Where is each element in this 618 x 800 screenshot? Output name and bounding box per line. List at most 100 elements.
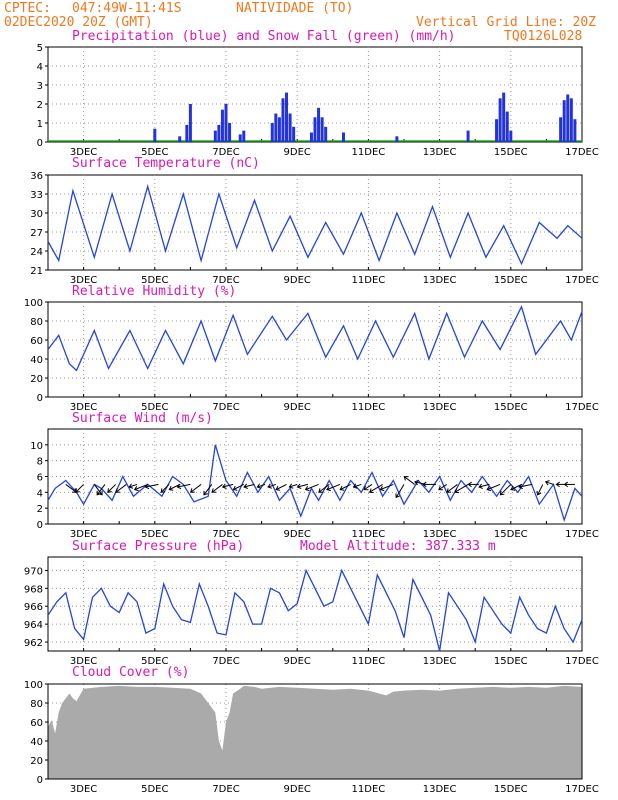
precip-bar bbox=[505, 111, 509, 142]
temp-xtick-label: 11DEC bbox=[352, 275, 386, 286]
cloud-panel: 0 20 40 60 80 100 3DEC 5DEC 7DEC 9DEC 11DEC 13DEC 15… bbox=[24, 680, 599, 795]
pressure-altitude: Model Altitude: 387.333 m bbox=[300, 539, 496, 554]
wind-arrow bbox=[545, 481, 554, 485]
precip-bar bbox=[395, 136, 399, 142]
precip-bar bbox=[569, 98, 573, 142]
rh-xtick-label: 5DEC bbox=[141, 402, 168, 413]
cloud-ytick-label: 100 bbox=[24, 680, 43, 691]
precip-xtick-label: 15DEC bbox=[494, 147, 528, 158]
pressure-series-line bbox=[47, 568, 583, 652]
wind-xtick-label: 11DEC bbox=[352, 529, 386, 540]
pressure-ytick-label: 962 bbox=[24, 638, 43, 649]
precip-bar bbox=[285, 92, 289, 142]
precip-bar bbox=[502, 92, 506, 142]
wind-arrow-head bbox=[211, 488, 217, 493]
precip-title: Precipitation (blue) and Snow Fall (gree… bbox=[72, 29, 456, 44]
wind-arrow-head bbox=[467, 481, 472, 488]
wind-ytick-label: 0 bbox=[37, 520, 43, 531]
rh-frame bbox=[47, 301, 583, 398]
precip-bar bbox=[495, 119, 499, 142]
wind-ytick-label: 2 bbox=[37, 504, 43, 515]
precip-bar bbox=[466, 130, 470, 142]
precip-bar bbox=[317, 107, 321, 142]
cloud-frame-top bbox=[47, 683, 583, 780]
wind-arrow bbox=[257, 483, 266, 488]
precip-bar bbox=[573, 119, 577, 142]
precip-bar bbox=[224, 104, 228, 142]
wind-xtick-label: 5DEC bbox=[141, 529, 168, 540]
wind-arrow bbox=[233, 483, 245, 491]
wind-arrow-head bbox=[379, 485, 385, 492]
wind-arrow-head bbox=[318, 488, 323, 493]
wind-arrow-head bbox=[403, 476, 409, 481]
wind-ytick-label: 4 bbox=[37, 488, 43, 499]
wind-arrow bbox=[243, 483, 255, 488]
rh-ytick-label: 0 bbox=[37, 393, 43, 404]
wind-arrow bbox=[129, 483, 138, 488]
precip-bar bbox=[274, 113, 278, 142]
temp-series-line bbox=[47, 183, 583, 266]
rh-xtick-label: 13DEC bbox=[423, 402, 457, 413]
wind-arrow bbox=[115, 484, 127, 493]
wind-arrow-head bbox=[243, 483, 248, 489]
wind-arrow-head bbox=[326, 485, 331, 492]
wind-arrow-head bbox=[518, 483, 524, 490]
wind-arrow-head bbox=[176, 483, 182, 490]
temp-xtick-label: 9DEC bbox=[284, 275, 311, 286]
wind-arrow bbox=[339, 483, 351, 491]
rh-xtick-label: 7DEC bbox=[212, 402, 239, 413]
cloud-xtick-label: 11DEC bbox=[352, 784, 386, 795]
precip-bar bbox=[242, 130, 246, 142]
wind-arrow bbox=[478, 483, 490, 488]
temp-ytick-label: 27 bbox=[30, 228, 43, 239]
header-location: NATIVIDADE (TO) bbox=[236, 1, 354, 16]
precip-xtick-label: 17DEC bbox=[565, 147, 599, 158]
wind-arrow bbox=[297, 483, 309, 488]
rh-xtick-label: 17DEC bbox=[565, 402, 599, 413]
rh-title: Relative Humidity (%) bbox=[72, 284, 237, 299]
wind-arrow-head bbox=[128, 483, 134, 489]
precip-ytick-label: 3 bbox=[37, 81, 43, 92]
header-model-code: TQ0126L028 bbox=[504, 29, 583, 44]
rh-ytick-label: 80 bbox=[30, 317, 43, 328]
wind-arrow-head bbox=[275, 485, 281, 491]
precip-bar bbox=[566, 94, 570, 142]
rh-xtick-label: 15DEC bbox=[494, 402, 528, 413]
pressure-xtick-label: 13DEC bbox=[423, 656, 457, 667]
wind-series-line bbox=[47, 444, 583, 523]
pressure-xtick-label: 9DEC bbox=[284, 656, 311, 667]
wind-xtick-label: 17DEC bbox=[565, 529, 599, 540]
precip-bar bbox=[509, 130, 513, 142]
temp-frame bbox=[47, 174, 583, 271]
rh-series-line bbox=[47, 305, 583, 372]
precip-bar bbox=[320, 117, 324, 142]
precip-bar bbox=[153, 128, 157, 142]
rh-ytick-label: 100 bbox=[24, 298, 43, 309]
wind-title: Surface Wind (m/s) bbox=[72, 411, 213, 426]
wind-arrow bbox=[318, 484, 330, 493]
wind-arrow-head bbox=[555, 481, 560, 488]
precip-bar bbox=[562, 100, 566, 142]
precip-bar bbox=[498, 98, 502, 142]
precip-xtick-label: 7DEC bbox=[212, 147, 239, 158]
wind-arrow bbox=[93, 484, 103, 496]
wind-arrow bbox=[169, 483, 180, 491]
pressure-ytick-label: 970 bbox=[24, 566, 43, 577]
temp-ytick-label: 24 bbox=[30, 247, 43, 258]
precip-ytick-label: 4 bbox=[37, 62, 43, 73]
wind-arrow-head bbox=[414, 479, 419, 486]
wind-arrow bbox=[369, 483, 383, 493]
precip-bar bbox=[188, 104, 192, 142]
wind-arrow-head bbox=[510, 485, 516, 491]
wind-arrow-head bbox=[133, 485, 139, 492]
wind-arrow-head bbox=[536, 490, 542, 496]
wind-arrow bbox=[289, 483, 298, 488]
wind-arrow bbox=[203, 484, 213, 496]
rh-ytick-label: 40 bbox=[30, 355, 43, 366]
wind-arrow-head bbox=[256, 483, 262, 489]
pressure-xtick-label: 17DEC bbox=[565, 656, 599, 667]
wind-arrow-head bbox=[486, 485, 492, 492]
wind-arrow bbox=[454, 483, 469, 493]
wind-arrow-head bbox=[168, 485, 174, 491]
